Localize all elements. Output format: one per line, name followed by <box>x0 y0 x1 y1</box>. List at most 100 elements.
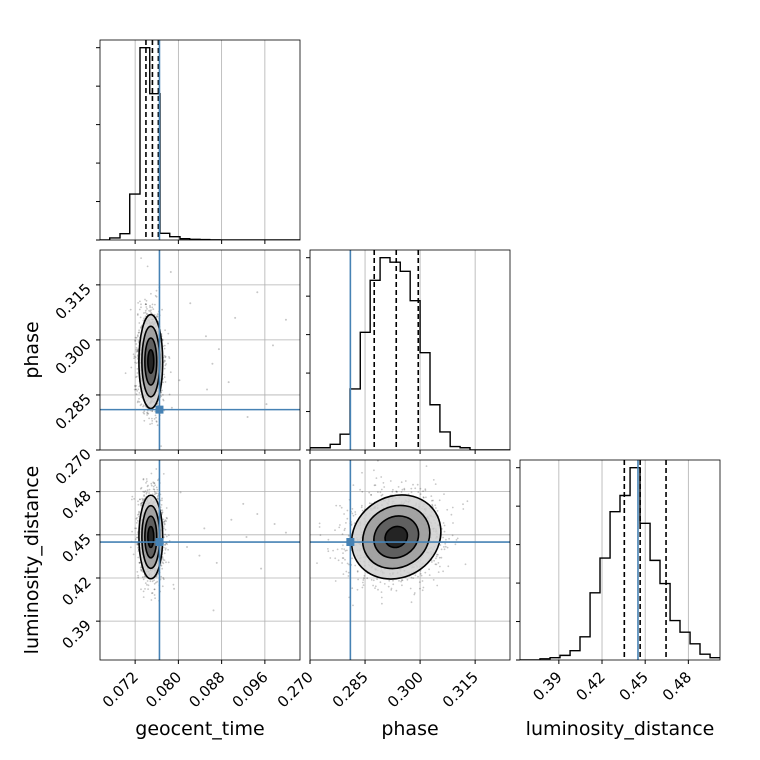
panel-geocent_time-vs-luminosity_distance <box>96 459 301 664</box>
sample-point <box>133 357 136 360</box>
sample-point <box>152 481 155 484</box>
sample-point <box>356 570 359 573</box>
sample-point <box>161 308 164 311</box>
truth-marker <box>155 405 164 414</box>
contour-line <box>350 494 442 580</box>
sample-point <box>138 401 141 403</box>
panel-plot-area <box>100 250 300 450</box>
sample-point <box>265 403 268 406</box>
sample-point <box>169 371 172 374</box>
sample-point <box>136 536 139 539</box>
sample-point <box>168 393 171 396</box>
sample-point <box>155 295 158 298</box>
sample-point <box>346 549 348 552</box>
sample-point <box>131 495 134 498</box>
sample-point <box>443 546 445 548</box>
sample-point <box>162 558 165 561</box>
sample-point <box>168 357 171 359</box>
sample-point <box>451 534 454 537</box>
sample-point <box>156 498 159 501</box>
sample-point <box>153 579 156 581</box>
sample-point <box>403 487 406 490</box>
sample-point <box>136 543 139 545</box>
sample-point <box>439 565 441 568</box>
panel-frame <box>99 39 301 241</box>
sample-point <box>136 314 139 316</box>
sample-point <box>329 557 332 559</box>
panel-frame <box>99 249 301 451</box>
sample-point <box>142 405 145 408</box>
sample-point <box>462 503 464 506</box>
sample-point <box>383 486 386 488</box>
sample-point <box>163 373 165 376</box>
sample-point <box>437 562 440 564</box>
sample-point <box>162 381 165 384</box>
sample-point <box>139 566 142 569</box>
sample-point <box>372 584 374 587</box>
sample-point <box>151 422 153 425</box>
sample-point <box>151 420 154 422</box>
sample-point <box>145 492 148 495</box>
sample-point <box>413 592 416 594</box>
sample-point <box>351 512 354 515</box>
sample-point <box>168 356 170 358</box>
sample-point <box>155 416 158 419</box>
sample-point <box>338 526 341 529</box>
sample-point <box>352 484 355 486</box>
sample-point <box>149 310 152 313</box>
sample-point <box>142 490 145 493</box>
sample-point <box>135 348 138 351</box>
sample-point <box>348 563 350 566</box>
sample-point <box>170 406 173 409</box>
sample-point <box>318 522 321 525</box>
sample-point <box>462 508 465 510</box>
sample-point <box>392 579 394 582</box>
sample-point <box>370 494 372 496</box>
sample-point <box>149 423 152 425</box>
sample-point <box>139 498 141 501</box>
sample-point <box>161 585 164 588</box>
sample-point <box>354 564 357 567</box>
sample-point <box>164 547 167 550</box>
sample-point <box>362 579 365 581</box>
sample-point <box>198 554 201 557</box>
sample-point <box>161 389 163 392</box>
sample-point <box>445 538 447 541</box>
sample-point <box>151 592 153 595</box>
sample-point <box>134 527 137 530</box>
contour-line <box>144 337 158 386</box>
sample-point <box>142 319 145 322</box>
sample-point <box>156 313 159 316</box>
sample-point <box>164 355 167 358</box>
sample-point <box>157 479 159 482</box>
sample-point <box>133 355 136 358</box>
sample-point <box>160 445 163 447</box>
sample-point <box>419 587 421 590</box>
sample-point <box>153 588 156 591</box>
sample-point <box>163 523 166 526</box>
sample-point <box>135 343 138 345</box>
sample-point <box>165 520 168 522</box>
panel-plot-area <box>100 40 300 240</box>
sample-point <box>136 349 139 351</box>
sample-point <box>212 609 215 612</box>
sample-point <box>137 388 140 391</box>
sample-point <box>359 488 361 491</box>
sample-point <box>162 577 165 579</box>
sample-point <box>392 488 394 491</box>
sample-point <box>379 491 382 494</box>
panel-frame <box>309 459 511 661</box>
sample-point <box>151 580 154 583</box>
sample-point <box>151 592 154 594</box>
sample-point <box>136 375 138 378</box>
sample-point <box>153 488 156 491</box>
sample-point <box>136 401 139 404</box>
sample-point <box>156 488 159 491</box>
sample-point <box>140 325 143 328</box>
sample-point <box>156 580 159 583</box>
sample-point <box>370 579 373 581</box>
sample-point <box>152 308 155 310</box>
sample-point <box>138 392 141 394</box>
sample-point <box>316 562 318 564</box>
sample-point <box>156 315 158 317</box>
